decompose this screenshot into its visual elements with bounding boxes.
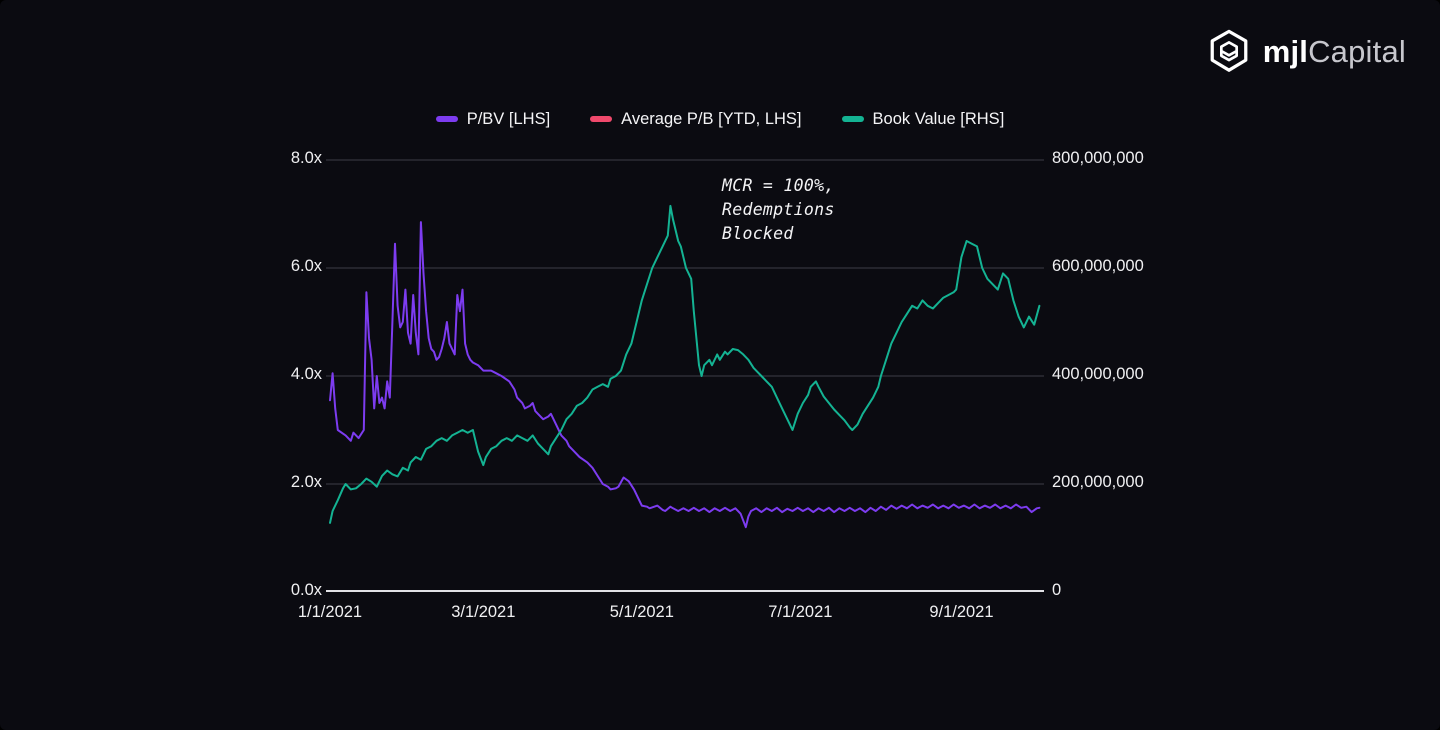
legend-label-book-value: Book Value [RHS] <box>872 109 1005 128</box>
left-tick-label: 0.0x <box>290 581 322 599</box>
annotation-line-1: MCR = 100%, <box>722 176 835 195</box>
x-tick-label: 1/1/2021 <box>297 603 363 621</box>
x-tick-label: 3/1/2021 <box>451 603 516 621</box>
chart-legend: P/BV [LHS] Average P/B [YTD, LHS] Book V… <box>330 106 1110 132</box>
right-tick-label: 400,000,000 <box>1052 365 1144 383</box>
brand-logo: mjlCapital <box>1206 28 1406 74</box>
left-tick-label: 4.0x <box>290 365 322 383</box>
x-tick-label: 9/1/2021 <box>929 603 994 621</box>
left-tick-label: 6.0x <box>290 257 322 275</box>
annotation-line-2: Redemptions <box>722 200 835 219</box>
left-tick-label: 8.0x <box>290 149 322 167</box>
right-tick-label: 800,000,000 <box>1052 149 1144 167</box>
x-tick-label: 7/1/2021 <box>768 603 833 621</box>
legend-label-pbv: P/BV [LHS] <box>466 109 551 128</box>
brand-name: mjlCapital <box>1263 36 1406 67</box>
chart-annotation: MCR = 100%, Redemptions Blocked <box>722 174 835 246</box>
right-tick-label: 600,000,000 <box>1052 257 1144 275</box>
x-tick-label: 5/1/2021 <box>609 603 674 621</box>
chart-plot-svg <box>326 159 1044 592</box>
mjl-capital-logo-icon <box>1206 28 1252 74</box>
legend-item-book-value[interactable]: Book Value [RHS] <box>841 109 1005 129</box>
legend-item-average-pb[interactable]: Average P/B [YTD, LHS] <box>590 109 802 129</box>
legend-swatch-2 <box>841 116 864 122</box>
left-tick-label: 2.0x <box>290 473 322 491</box>
right-tick-label: 200,000,000 <box>1052 473 1144 491</box>
brand-name-light: Capital <box>1308 33 1406 69</box>
annotation-line-3: Blocked <box>722 224 794 243</box>
legend-item-pbv[interactable]: P/BV [LHS] <box>435 109 551 129</box>
legend-swatch-1 <box>590 116 613 122</box>
brand-name-bold: mjl <box>1262 33 1309 69</box>
right-tick-label: 0 <box>1052 581 1062 599</box>
legend-swatch-0 <box>435 116 458 122</box>
legend-label-average-pb: Average P/B [YTD, LHS] <box>621 109 802 128</box>
